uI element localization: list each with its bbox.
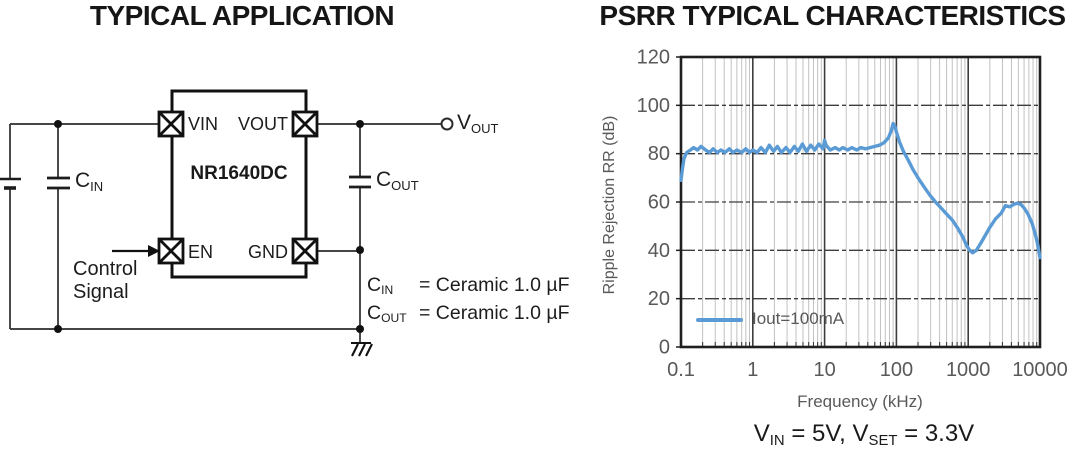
capacitor-notes: CIN = Ceramic 1.0 µF COUT = Ceramic 1.0 µF <box>367 272 570 328</box>
y-axis-label: Ripple Rejection RR (dB) <box>601 115 618 295</box>
gnd-pin-label: GND <box>248 242 288 262</box>
svg-text:1: 1 <box>747 359 758 381</box>
ic-body <box>170 89 308 279</box>
control-signal-arrow <box>112 245 160 257</box>
battery-symbol <box>0 177 21 190</box>
en-pin-box <box>157 237 185 265</box>
svg-text:80: 80 <box>648 143 670 165</box>
vout-pin-label: VOUT <box>237 114 288 134</box>
control-signal-label: Control Signal <box>73 258 138 303</box>
svg-text:20: 20 <box>648 288 670 310</box>
legend-line-swatch <box>696 318 743 322</box>
svg-text:0: 0 <box>659 337 670 359</box>
svg-text:0.1: 0.1 <box>667 359 695 381</box>
test-conditions-caption: VIN = 5V, VSET = 3.3V <box>753 420 975 450</box>
ground-symbol <box>351 341 373 357</box>
psrr-chart: 0 20 40 60 80 100 120 0.1 1 10 100 1000 10000 <box>637 47 1068 382</box>
svg-text:100: 100 <box>880 359 913 381</box>
cin-note: CIN = Ceramic 1.0 µF <box>367 274 570 298</box>
vout-terminal-label: VOUT <box>457 111 499 136</box>
psrr-characteristics-title: PSRR TYPICAL CHARACTERISTICS <box>599 0 1066 31</box>
typical-application-title: TYPICAL APPLICATION <box>89 0 395 31</box>
junction-dots <box>54 120 364 333</box>
cin-label: CIN <box>75 169 104 194</box>
svg-text:100: 100 <box>637 95 670 117</box>
cout-capacitor <box>349 175 371 189</box>
pin-boxes <box>157 110 319 265</box>
ic-part-number: NR1640DC <box>190 163 288 184</box>
svg-text:10: 10 <box>813 359 835 381</box>
x-axis-label: Frequency (kHz) <box>797 392 923 411</box>
svg-text:10000: 10000 <box>1012 359 1068 381</box>
vin-pin-box <box>157 110 185 138</box>
legend-label: Iout=100mA <box>752 309 845 328</box>
vout-terminal-circle <box>440 117 454 131</box>
application-circuit-diagram <box>0 89 454 357</box>
en-pin-label: EN <box>188 242 214 262</box>
circuit-wires <box>9 123 441 343</box>
cout-label: COUT <box>376 168 419 193</box>
cout-note: COUT = Ceramic 1.0 µF <box>367 302 570 326</box>
vin-pin-label: VIN <box>188 114 219 134</box>
gnd-pin-box <box>291 237 319 265</box>
svg-text:60: 60 <box>648 192 670 214</box>
svg-text:40: 40 <box>648 240 670 262</box>
cin-capacitor <box>47 176 70 190</box>
svg-text:120: 120 <box>637 47 670 69</box>
vout-pin-box <box>291 110 319 138</box>
svg-text:1000: 1000 <box>946 359 991 381</box>
